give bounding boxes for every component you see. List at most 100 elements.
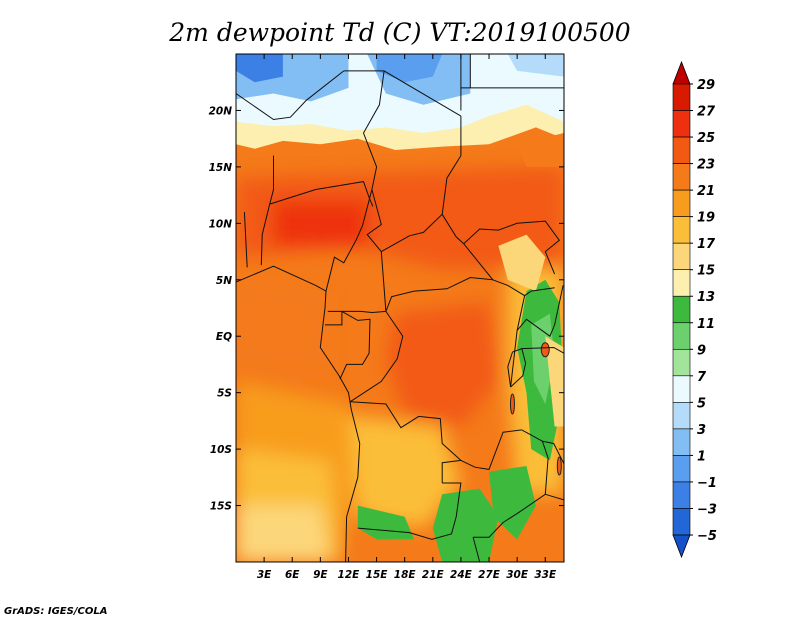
- field-highlands-light: [531, 313, 555, 404]
- colorbar-swatch: [672, 348, 691, 377]
- border-niger-nigeria: [269, 181, 374, 207]
- x-tick-label: 12E: [338, 569, 361, 581]
- colorbar-label: 5: [697, 396, 706, 411]
- x-tick-label: 6E: [285, 569, 300, 581]
- colorbar-label: −3: [697, 502, 717, 517]
- border-libya: [343, 70, 462, 117]
- field-zambia-east: [489, 466, 536, 540]
- x-tick-label: 15E: [366, 569, 389, 581]
- border-uganda: [516, 285, 564, 337]
- lake-victoria: [540, 342, 550, 358]
- border-cameroon-south: [341, 310, 386, 314]
- border-algeria: [236, 70, 345, 121]
- field-congo-core: [385, 302, 499, 427]
- border-tanzania-north: [521, 346, 564, 354]
- colorbar-top-arrow: [672, 60, 691, 85]
- x-tick-label: 33E: [534, 569, 557, 581]
- map-plot-area: 3E 6E 9E 12E 15E 18E 21E 24E 27E 30E 33E 20N 15N 10N…: [209, 53, 565, 581]
- border-zambia-south: [473, 429, 549, 538]
- border-eq-guinea: [325, 310, 343, 326]
- y-tick-label: 5N: [216, 275, 232, 287]
- colorbar-label: 1: [697, 449, 706, 464]
- field-angola: [348, 415, 461, 529]
- field-nigeria-core: [273, 200, 368, 246]
- colorbar-label: −5: [697, 529, 717, 544]
- border-chad-cameroon: [366, 189, 387, 312]
- colorbar-swatch: [672, 189, 691, 217]
- colorbar-swatch: [672, 216, 691, 244]
- colorbar-label: 13: [697, 290, 715, 305]
- colorbar-swatch: [672, 295, 691, 324]
- colorbar-swatch: [672, 83, 691, 111]
- colorbar-swatch: [672, 481, 691, 509]
- border-congo: [350, 311, 404, 403]
- x-axis: 3E 6E 9E 12E 15E 18E 21E 24E 27E 30E 33E: [257, 54, 557, 581]
- lake-tanganyika: [509, 393, 515, 415]
- x-tick-label: 3E: [257, 569, 272, 581]
- field-sahara-deep-w: [236, 54, 283, 83]
- border-botswana: [472, 537, 481, 562]
- colorbar-label: 11: [697, 317, 715, 332]
- y-tick-label: EQ: [216, 331, 232, 343]
- colorbar-swatch: [672, 455, 691, 483]
- field-sw-pale: [236, 505, 330, 562]
- border-car: [381, 213, 494, 312]
- y-tick-label: 15S: [210, 501, 232, 513]
- colorbar-label: 3: [697, 423, 706, 438]
- x-tick-label: 30E: [506, 569, 529, 581]
- border-nigeria-cameroon: [325, 189, 373, 292]
- x-tick-label: 18E: [394, 569, 417, 581]
- colorbar-label: 9: [697, 343, 706, 358]
- field-sudan-yellow: [498, 234, 546, 292]
- colorbar-label: 29: [697, 78, 715, 93]
- x-tick-label: 27E: [478, 569, 501, 581]
- border-gabon: [339, 310, 371, 380]
- colorbar-label: 23: [697, 158, 715, 173]
- colorbar-label: 7: [697, 370, 707, 385]
- colorbar-label: 21: [697, 184, 715, 199]
- colorbar-swatch: [672, 375, 691, 403]
- y-tick-label: 15N: [209, 162, 233, 174]
- field-namibia-green: [357, 505, 415, 540]
- colorbar-swatch: [672, 402, 691, 430]
- y-tick-label: 20N: [209, 105, 233, 117]
- y-tick-label: 10S: [210, 444, 232, 456]
- colorbar-label: −1: [697, 476, 717, 491]
- colorbar-label: 27: [697, 105, 716, 120]
- colorbar-swatch: [672, 508, 691, 536]
- colorbar-swatch: [672, 269, 691, 297]
- colorbar-bottom-arrow: [672, 534, 691, 559]
- grads-credit: GrADS: IGES/COLA: [4, 606, 107, 617]
- field-tanzania-yellow: [545, 336, 564, 427]
- field-zambia: [432, 488, 499, 562]
- y-tick-label: 5S: [217, 388, 232, 400]
- border-rwanda-burundi: [510, 347, 527, 388]
- border-south-sudan: [463, 220, 560, 275]
- lake-malawi: [556, 456, 562, 476]
- field-gulf: [236, 279, 330, 371]
- colorbar: 29 27 25 23 21 19 17 15 13 11 9 7 5 3 1 −1 −3 −5: [672, 60, 717, 559]
- x-tick-label: 24E: [450, 569, 473, 581]
- field-sahara-deep-c: [376, 54, 443, 83]
- border-niger-chad: [362, 70, 385, 190]
- colorbar-swatch: [672, 428, 691, 456]
- border-mozambique: [545, 493, 564, 501]
- plot-frame: [235, 53, 565, 563]
- y-axis: 20N 15N 10N 5N EQ 5S 10S 15S: [209, 105, 564, 513]
- y-tick-label: 10N: [209, 218, 233, 230]
- coastline-west: [236, 265, 361, 562]
- x-tick-label: 21E: [422, 569, 445, 581]
- colorbar-label: 25: [697, 131, 715, 146]
- colorbar-swatch: [672, 322, 691, 350]
- colorbar-swatch: [672, 110, 691, 138]
- colorbar-label: 19: [697, 211, 715, 226]
- border-angola-drc: [350, 401, 463, 483]
- colorbar-label: 15: [697, 264, 715, 279]
- border-zambia-drc: [460, 429, 522, 470]
- colorbar-swatch: [672, 242, 691, 271]
- x-tick-label: 9E: [313, 569, 328, 581]
- colorbar-swatch: [672, 136, 691, 164]
- colorbar-label: 17: [697, 237, 716, 252]
- border-chad-sudan: [441, 116, 462, 215]
